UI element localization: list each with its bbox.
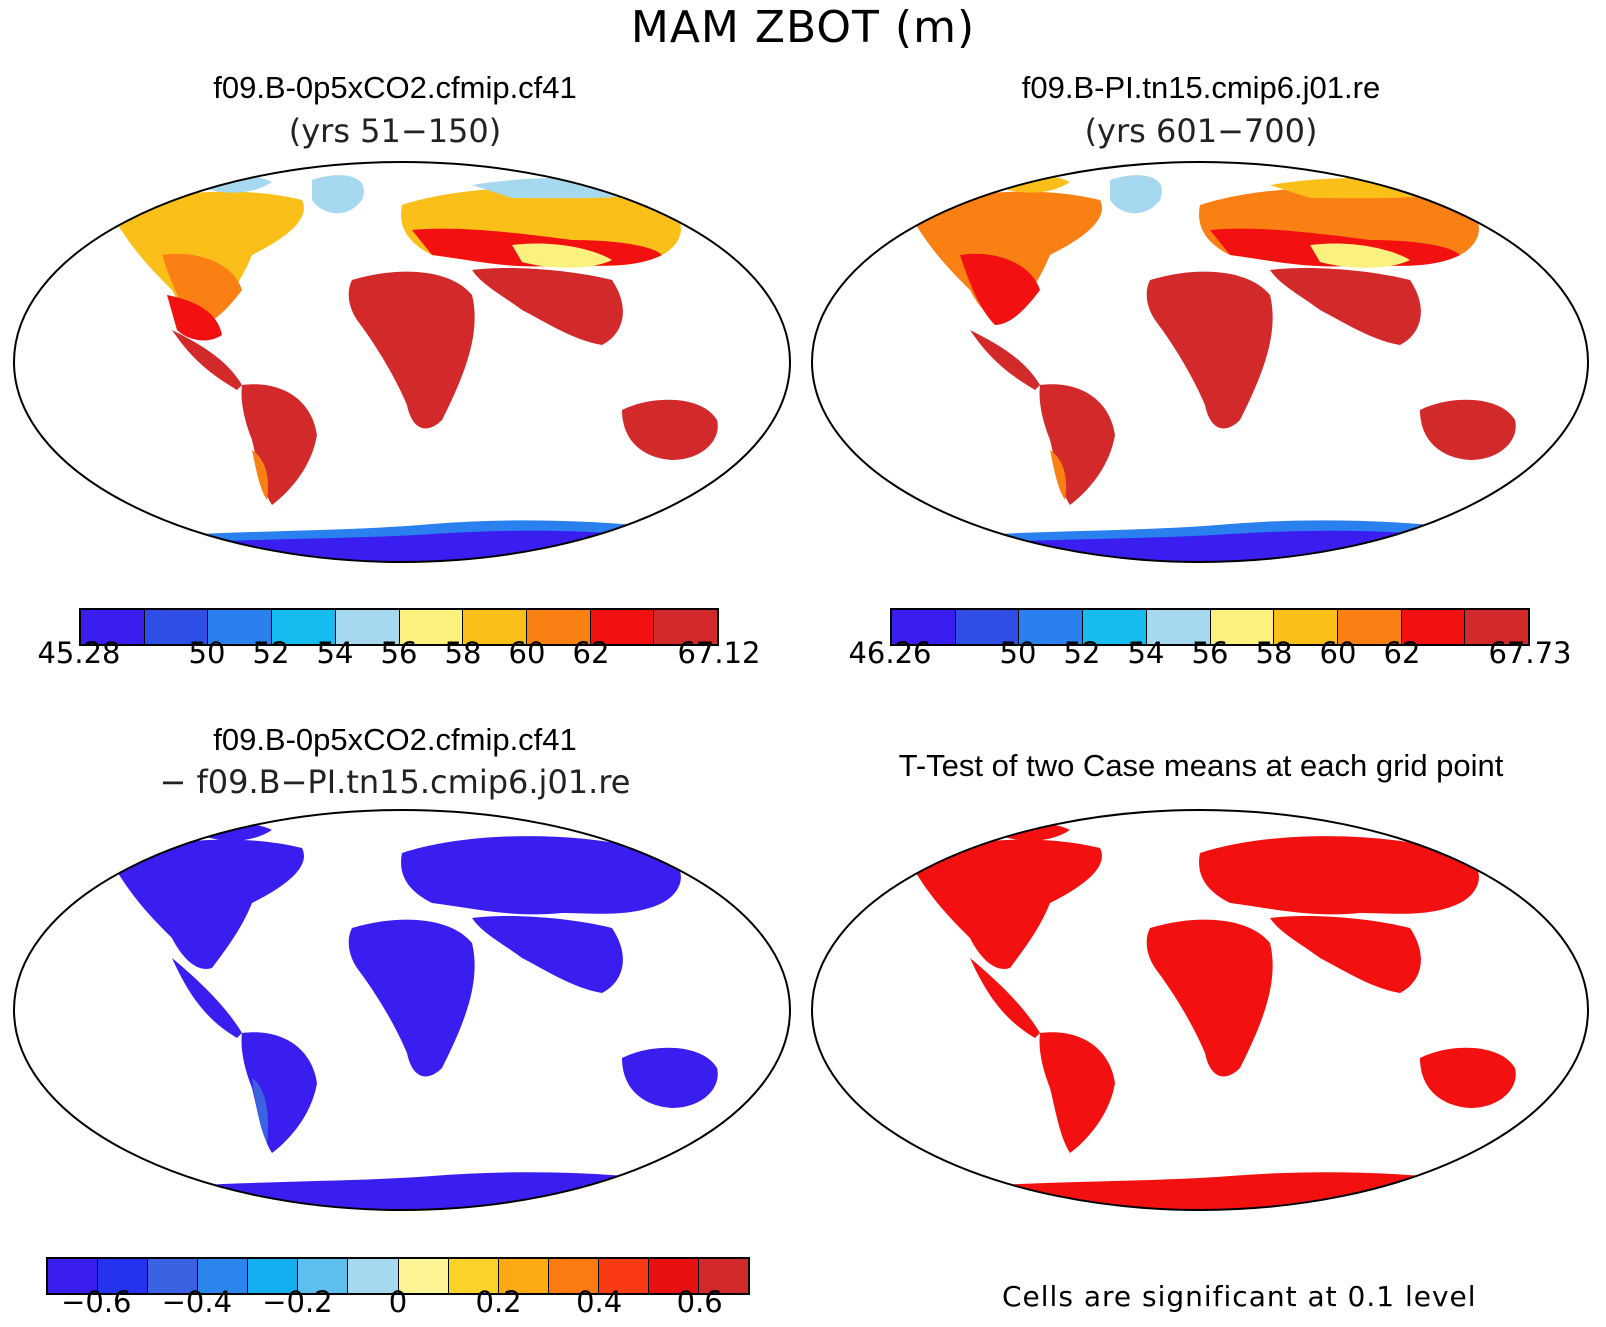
colorbar-swatch [348, 1259, 399, 1293]
colorbar-tick-label: 50 [999, 636, 1037, 670]
colorbar-tick-label: 67.12 [677, 636, 761, 670]
colorbar-swatch [1146, 610, 1211, 644]
panel-subtitle-bottom-left: − f09.B−PI.tn15.cmip6.j01.re [159, 763, 631, 801]
colorbar-tick-label: 54 [1127, 636, 1165, 670]
colorbar-swatch [81, 610, 145, 644]
colorbar-swatch [98, 1259, 149, 1293]
colorbar-tick-label: 46.26 [848, 636, 932, 670]
colorbar-swatch [590, 610, 655, 644]
panel-title-bottom-right: T-Test of two Case means at each grid po… [898, 748, 1504, 783]
world-map-bottom-right [811, 809, 1589, 1211]
figure-title: MAM ZBOT (m) [630, 2, 976, 53]
colorbar-swatch [1465, 610, 1529, 644]
colorbar-tick-label: −0.6 [61, 1285, 132, 1319]
panel-subtitle-top-left: (yrs 51−150) [288, 112, 502, 150]
colorbar-swatch [399, 610, 464, 644]
colorbar-swatch [1274, 610, 1338, 644]
colorbar-swatch [648, 1259, 700, 1293]
colorbar-swatch [248, 1259, 299, 1293]
colorbar-swatch [955, 610, 1020, 644]
colorbar-tick-label: −0.2 [262, 1285, 333, 1319]
colorbar-top-right [890, 608, 1530, 646]
colorbar-tick-label: 62 [572, 636, 610, 670]
colorbar-tick-label: 56 [380, 636, 418, 670]
panel-title-top-right: f09.B-PI.tn15.cmip6.j01.re [1021, 70, 1381, 105]
world-map-top-right [811, 161, 1589, 563]
colorbar-tick-label: 0.6 [676, 1285, 723, 1319]
panel-title-bottom-left: f09.B-0p5xCO2.cfmip.cf41 [213, 722, 577, 757]
colorbar-tick-label: −0.4 [161, 1285, 233, 1319]
colorbar-swatch [654, 610, 718, 644]
colorbar-tick-label: 56 [1191, 636, 1229, 670]
colorbar-tick-label: 60 [1319, 636, 1357, 670]
colorbar-swatch [1337, 610, 1402, 644]
colorbar-swatch [526, 610, 591, 644]
colorbar-tick-label: 0.2 [475, 1285, 522, 1319]
colorbar-tick-label: 52 [1063, 636, 1101, 670]
colorbar-swatch [298, 1259, 349, 1293]
colorbar-swatch [598, 1259, 649, 1293]
world-map-top-left [13, 161, 791, 563]
colorbar-tick-label: 58 [1255, 636, 1293, 670]
colorbar-swatch [1401, 610, 1466, 644]
colorbar-tick-label: 0 [388, 1285, 408, 1319]
colorbar-tick-label: 54 [316, 636, 354, 670]
colorbar-top-left [79, 608, 719, 646]
colorbar-swatch [208, 610, 273, 644]
colorbar-swatch [148, 1259, 199, 1293]
colorbar-swatch [1210, 610, 1275, 644]
colorbar-swatch [463, 610, 527, 644]
colorbar-tick-label: 50 [188, 636, 226, 670]
colorbar-swatch [548, 1259, 599, 1293]
world-map-bottom-left [13, 809, 791, 1211]
colorbar-swatch [48, 1259, 99, 1293]
colorbar-swatch [335, 610, 400, 644]
colorbar-tick-label: 67.73 [1488, 636, 1572, 670]
colorbar-swatch [1083, 610, 1147, 644]
colorbar-tick-label: 60 [508, 636, 546, 670]
colorbar-swatch [892, 610, 956, 644]
colorbar-bottom-left [46, 1257, 750, 1295]
colorbar-tick-label: 52 [252, 636, 290, 670]
panel-title-top-left: f09.B-0p5xCO2.cfmip.cf41 [213, 70, 577, 105]
colorbar-tick-label: 62 [1383, 636, 1421, 670]
significance-note: Cells are significant at 0.1 level [1002, 1280, 1477, 1313]
colorbar-swatch [498, 1259, 549, 1293]
colorbar-swatch [448, 1259, 499, 1293]
colorbar-tick-label: 45.28 [37, 636, 121, 670]
colorbar-swatch [699, 1259, 749, 1293]
panel-subtitle-top-right: (yrs 601−700) [1084, 112, 1318, 150]
colorbar-tick-label: 58 [444, 636, 482, 670]
colorbar-swatch [1019, 610, 1084, 644]
colorbar-swatch [398, 1259, 449, 1293]
colorbar-tick-label: 0.4 [576, 1285, 623, 1319]
colorbar-swatch [272, 610, 336, 644]
colorbar-swatch [198, 1259, 249, 1293]
colorbar-swatch [144, 610, 209, 644]
